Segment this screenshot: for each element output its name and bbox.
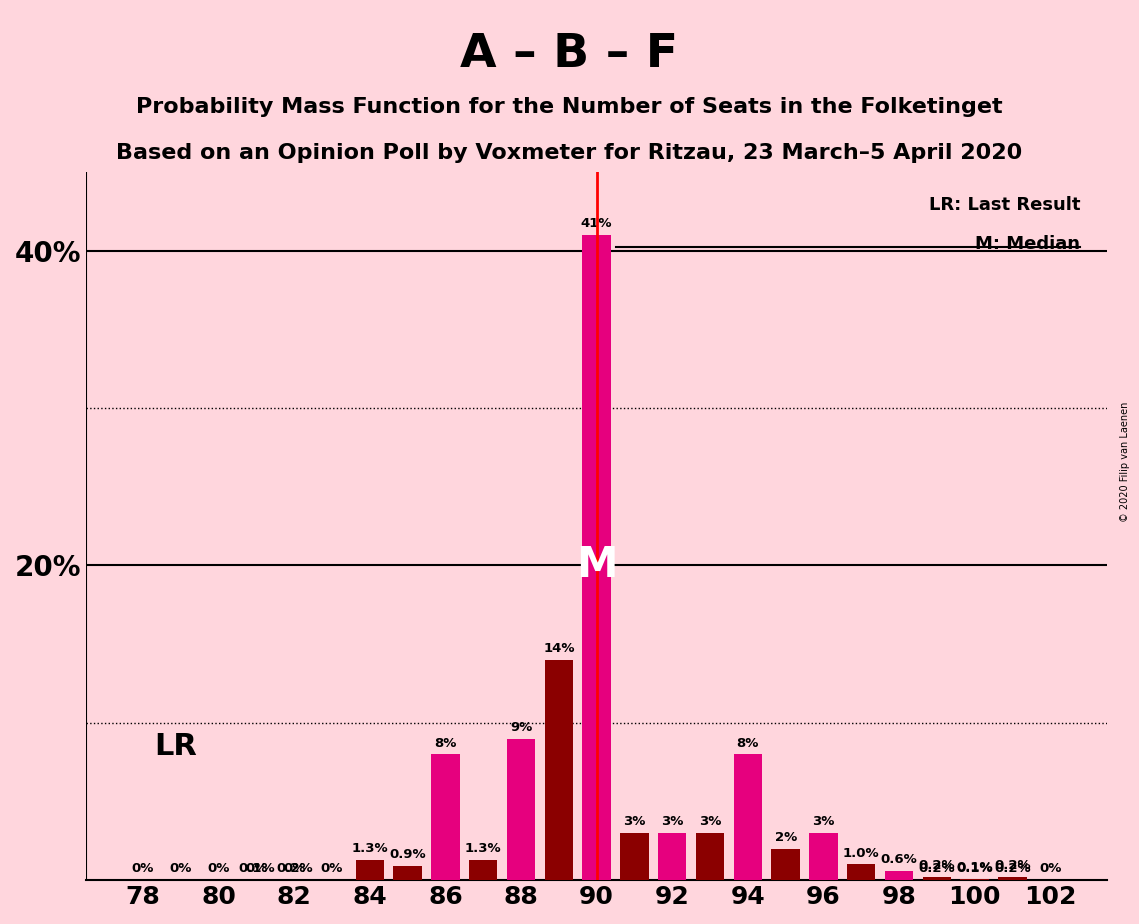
Text: Based on an Opinion Poll by Voxmeter for Ritzau, 23 March–5 April 2020: Based on an Opinion Poll by Voxmeter for… [116, 143, 1023, 164]
Text: M: M [576, 544, 617, 587]
Text: 0.1%: 0.1% [238, 862, 274, 875]
Text: M: Median: M: Median [975, 235, 1081, 253]
Text: 3%: 3% [623, 815, 646, 828]
Text: 0.2%: 0.2% [276, 862, 312, 875]
Text: © 2020 Filip van Laenen: © 2020 Filip van Laenen [1121, 402, 1130, 522]
Text: 0%: 0% [1039, 862, 1062, 875]
Text: 0%: 0% [170, 862, 192, 875]
Text: 8%: 8% [434, 736, 457, 749]
Text: 0%: 0% [321, 862, 343, 875]
Text: 1.3%: 1.3% [465, 842, 501, 855]
Text: 0%: 0% [207, 862, 230, 875]
Text: 1.0%: 1.0% [843, 846, 879, 859]
Text: 0.9%: 0.9% [390, 848, 426, 861]
Text: 0%: 0% [284, 862, 305, 875]
Bar [544, 660, 573, 881]
Bar [960, 879, 989, 881]
Text: LR: Last Result: LR: Last Result [929, 196, 1081, 213]
Bar [771, 848, 800, 881]
Text: 8%: 8% [737, 736, 759, 749]
Text: 1.3%: 1.3% [352, 842, 388, 855]
Bar [809, 833, 837, 881]
Text: 2%: 2% [775, 831, 797, 844]
Text: 0%: 0% [132, 862, 154, 875]
Bar [734, 754, 762, 881]
Text: 0.2%: 0.2% [918, 859, 956, 872]
Text: 14%: 14% [543, 642, 574, 655]
Text: A – B – F: A – B – F [460, 32, 679, 78]
Text: Probability Mass Function for the Number of Seats in the Folketinget: Probability Mass Function for the Number… [137, 97, 1002, 117]
Text: 0.1%: 0.1% [957, 861, 993, 874]
Bar [696, 833, 724, 881]
Text: 3%: 3% [661, 815, 683, 828]
Text: 3%: 3% [699, 815, 721, 828]
Text: 41%: 41% [581, 217, 613, 230]
Text: 0%: 0% [245, 862, 268, 875]
Text: 0.2%: 0.2% [918, 862, 956, 875]
Bar [355, 859, 384, 881]
Text: 0.1%: 0.1% [957, 862, 993, 875]
Bar [393, 866, 421, 881]
Bar [582, 235, 611, 881]
Text: 9%: 9% [510, 721, 532, 734]
Text: 0.6%: 0.6% [880, 853, 917, 866]
Text: 0.2%: 0.2% [994, 859, 1031, 872]
Bar [658, 833, 687, 881]
Bar [885, 870, 913, 881]
Bar [469, 859, 498, 881]
Bar [432, 754, 460, 881]
Text: 0.2%: 0.2% [994, 862, 1031, 875]
Text: 3%: 3% [812, 815, 835, 828]
Bar [998, 877, 1026, 881]
Bar [923, 877, 951, 881]
Bar [507, 738, 535, 881]
Bar [621, 833, 648, 881]
Bar [847, 865, 876, 881]
Text: LR: LR [155, 732, 197, 760]
